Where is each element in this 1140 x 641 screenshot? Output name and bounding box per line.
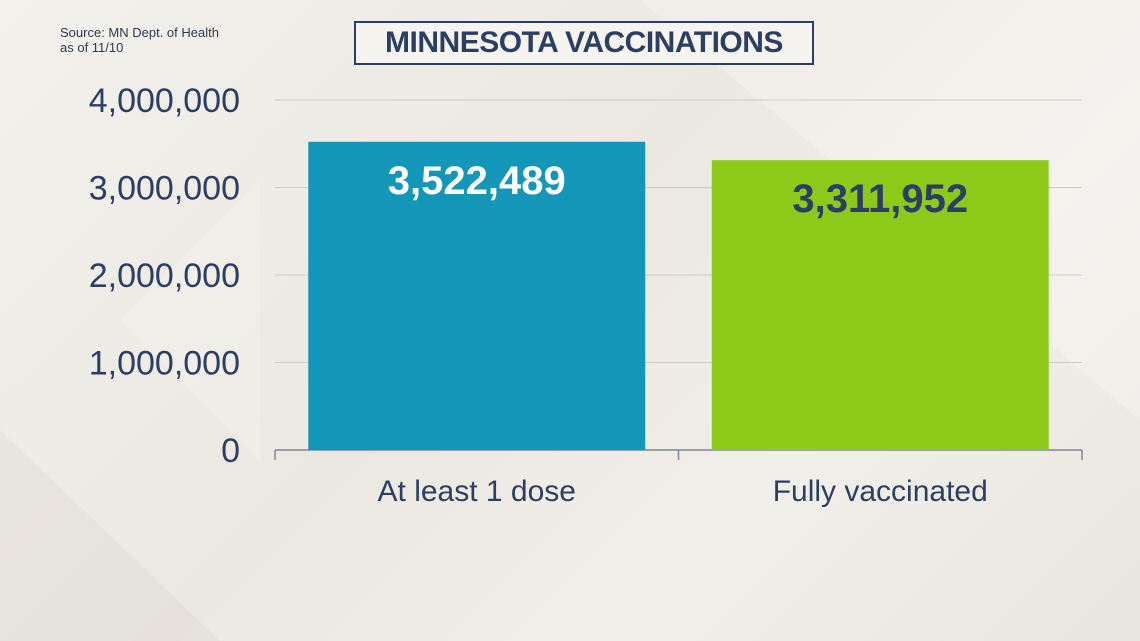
source-note: Source: MN Dept. of Health as of 11/10 bbox=[60, 25, 219, 55]
bar-2 bbox=[711, 160, 1049, 450]
data-label: 3,522,489 bbox=[388, 159, 566, 203]
y-tick-label: 3,000,000 bbox=[89, 170, 240, 208]
x-category-label: Fully vaccinated bbox=[773, 475, 988, 508]
data-label: 3,311,952 bbox=[792, 177, 968, 221]
date-line: as of 11/10 bbox=[60, 40, 124, 55]
y-tick-label: 4,000,000 bbox=[89, 82, 240, 120]
x-category-label: At least 1 dose bbox=[378, 475, 576, 508]
y-tick-label: 2,000,000 bbox=[89, 257, 240, 295]
source-line: Source: MN Dept. of Health bbox=[60, 25, 219, 40]
y-tick-label: 0 bbox=[221, 432, 240, 470]
bar-1 bbox=[308, 141, 646, 450]
chart-title: MINNESOTA VACCINATIONS bbox=[385, 26, 783, 59]
chart-title-box: MINNESOTA VACCINATIONS bbox=[354, 21, 814, 65]
y-tick-label: 1,000,000 bbox=[89, 345, 240, 383]
